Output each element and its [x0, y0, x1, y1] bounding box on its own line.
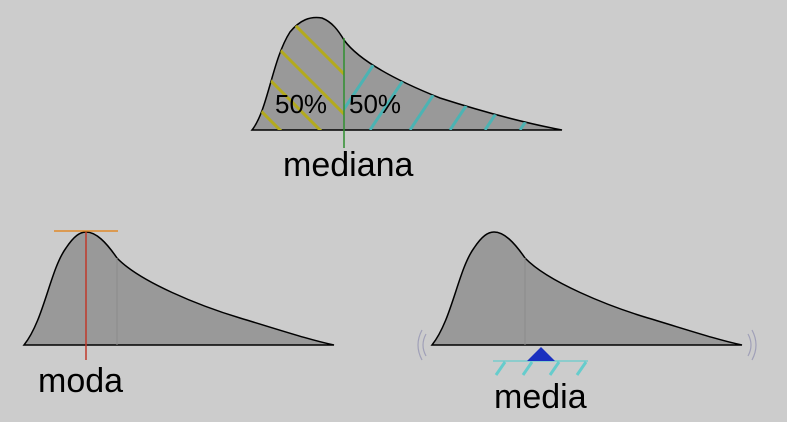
median-right-percent: 50%: [349, 89, 401, 119]
mode-curve: [22, 231, 335, 346]
balance-marks-right: [747, 329, 757, 361]
mode-panel: moda: [22, 230, 335, 400]
median-left-percent: 50%: [275, 89, 327, 119]
mean-panel: media: [417, 231, 757, 416]
median-label: mediana: [283, 146, 414, 184]
mean-curve: [430, 231, 743, 346]
balance-marks-left: [417, 329, 427, 361]
mean-label: media: [494, 378, 587, 416]
median-curve: [250, 16, 563, 131]
median-panel: 50% 50% mediana: [250, 16, 563, 184]
fulcrum-hatch: [494, 361, 588, 376]
fulcrum-triangle: [527, 347, 555, 361]
mode-label: moda: [38, 362, 123, 400]
